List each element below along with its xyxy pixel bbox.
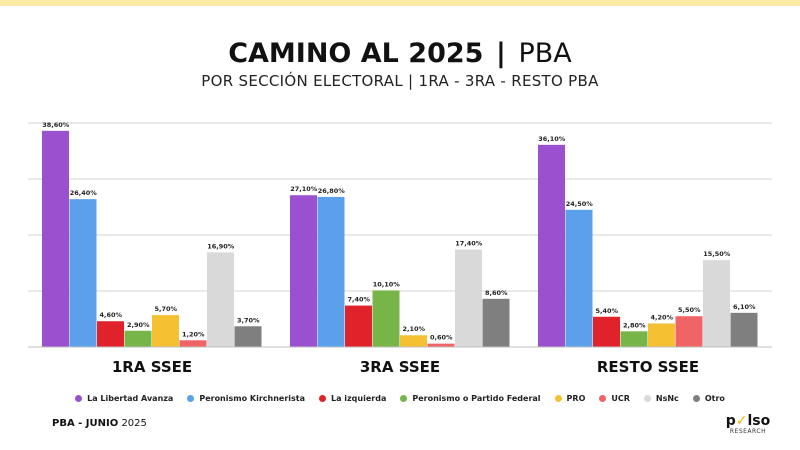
legend-item-otro: Otro — [692, 394, 725, 403]
data-label: 38,60% — [42, 121, 70, 129]
legend-label: Peronismo o Partido Federal — [412, 394, 541, 403]
legend-swatch-icon — [319, 395, 326, 402]
data-label: 2,80% — [623, 321, 646, 329]
bar-ucr-3ra-ssee — [427, 343, 455, 347]
data-label: 1,20% — [182, 330, 205, 338]
legend-item-la-izquierda: La izquierda — [319, 394, 386, 403]
data-label: 16,90% — [207, 242, 235, 250]
data-label: 4,60% — [99, 311, 122, 319]
chart-title: CAMINO AL 2025 | PBA — [0, 38, 800, 69]
title-separator: | — [496, 38, 506, 69]
legend-item-ucr: UCR — [599, 394, 630, 403]
legend-label: PRO — [566, 394, 586, 403]
data-label: 24,50% — [566, 200, 594, 208]
logo-check-icon: ✓ — [735, 413, 748, 429]
bar-la-izquierda-1ra-ssee — [97, 321, 124, 347]
data-label: 5,70% — [154, 305, 177, 313]
bar-pro-resto-ssee — [648, 323, 675, 347]
bar-otro-3ra-ssee — [482, 298, 510, 347]
legend-swatch-icon — [643, 395, 651, 402]
bar-otro-resto-ssee — [730, 312, 758, 347]
legend-item-nsnc: NsNc — [643, 394, 679, 403]
data-label: 0,60% — [430, 334, 453, 342]
legend-item-la-libertad-avanza: La Libertad Avanza — [75, 394, 173, 403]
bar-nsnc-resto-ssee — [703, 260, 730, 347]
title-main: CAMINO AL 2025 — [228, 38, 484, 69]
bar-peronismo-kirchnerista-1ra-ssee — [69, 199, 97, 347]
bar-ucr-1ra-ssee — [179, 340, 207, 347]
bar-peronismo-o-partido-federal-3ra-ssee — [372, 290, 400, 347]
data-label: 26,80% — [318, 187, 346, 195]
legend-label: UCR — [611, 394, 630, 403]
bar-peronismo-o-partido-federal-1ra-ssee — [124, 330, 152, 347]
footer-year: 2025 — [121, 418, 147, 429]
bar-otro-1ra-ssee — [234, 326, 262, 347]
data-label: 10,10% — [373, 280, 401, 288]
data-label: 2,10% — [402, 325, 425, 333]
data-label: 15,50% — [703, 250, 731, 258]
bar-la-libertad-avanza-resto-ssee — [538, 144, 565, 347]
top-accent-bar — [0, 0, 800, 6]
bar-peronismo-kirchnerista-3ra-ssee — [317, 196, 345, 347]
data-label: 17,40% — [455, 240, 483, 248]
legend-swatch-icon — [75, 395, 83, 402]
data-label: 7,40% — [347, 296, 370, 304]
data-label: 4,20% — [650, 313, 673, 321]
legend-label: Otro — [704, 394, 725, 403]
pulso-research-logo: p✓lso RESEARCH — [722, 412, 774, 435]
bar-peronismo-kirchnerista-resto-ssee — [565, 209, 593, 347]
bar-la-izquierda-3ra-ssee — [345, 305, 372, 347]
legend-swatch-icon — [554, 395, 562, 402]
chart-subtitle: POR SECCIÓN ELECTORAL | 1RA - 3RA - REST… — [201, 72, 599, 90]
data-label: 5,50% — [678, 306, 701, 314]
data-label: 5,40% — [595, 307, 618, 315]
legend-item-peronismo-kirchnerista: Peronismo Kirchnerista — [187, 394, 305, 403]
title-sub: PBA — [518, 38, 572, 69]
legend-item-pro: PRO — [554, 394, 586, 403]
logo-wordmark: p✓lso — [725, 413, 771, 429]
legend-label: La izquierda — [331, 394, 387, 403]
legend-item-peronismo-o-partido-federal: Peronismo o Partido Federal — [400, 394, 541, 403]
bar-pro-1ra-ssee — [152, 315, 179, 347]
legend-swatch-icon — [187, 395, 195, 402]
bar-la-izquierda-resto-ssee — [593, 316, 620, 347]
bar-la-libertad-avanza-1ra-ssee — [42, 130, 69, 347]
legend-label: Peronismo Kirchnerista — [199, 394, 305, 403]
footer-region-month: PBA - JUNIO — [52, 418, 119, 429]
bar-peronismo-o-partido-federal-resto-ssee — [620, 331, 648, 347]
data-label: 27,10% — [290, 185, 318, 193]
data-label: 26,40% — [70, 189, 98, 197]
category-label: RESTO SSEE — [597, 358, 699, 376]
legend-label: NsNc — [655, 394, 679, 403]
legend-swatch-icon — [400, 395, 408, 402]
data-label: 8,60% — [485, 289, 508, 297]
bar-nsnc-3ra-ssee — [455, 249, 482, 347]
category-label: 1RA SSEE — [112, 358, 192, 376]
footer-date: PBA - JUNIO 2025 — [52, 418, 147, 429]
data-label: 2,90% — [127, 321, 150, 329]
bar-ucr-resto-ssee — [675, 316, 703, 347]
chart-legend: La Libertad Avanza Peronismo Kirchnerista… — [0, 394, 800, 403]
bar-pro-3ra-ssee — [400, 335, 427, 347]
bar-nsnc-1ra-ssee — [207, 252, 234, 347]
logo-subtitle: RESEARCH — [729, 428, 767, 435]
legend-swatch-icon — [599, 395, 607, 402]
legend-label: La Libertad Avanza — [87, 394, 174, 403]
category-label: 3RA SSEE — [360, 358, 440, 376]
data-label: 3,70% — [237, 316, 260, 324]
legend-swatch-icon — [692, 395, 700, 402]
data-label: 36,10% — [538, 135, 566, 143]
data-label: 6,10% — [733, 303, 756, 311]
bar-la-libertad-avanza-3ra-ssee — [290, 195, 317, 347]
